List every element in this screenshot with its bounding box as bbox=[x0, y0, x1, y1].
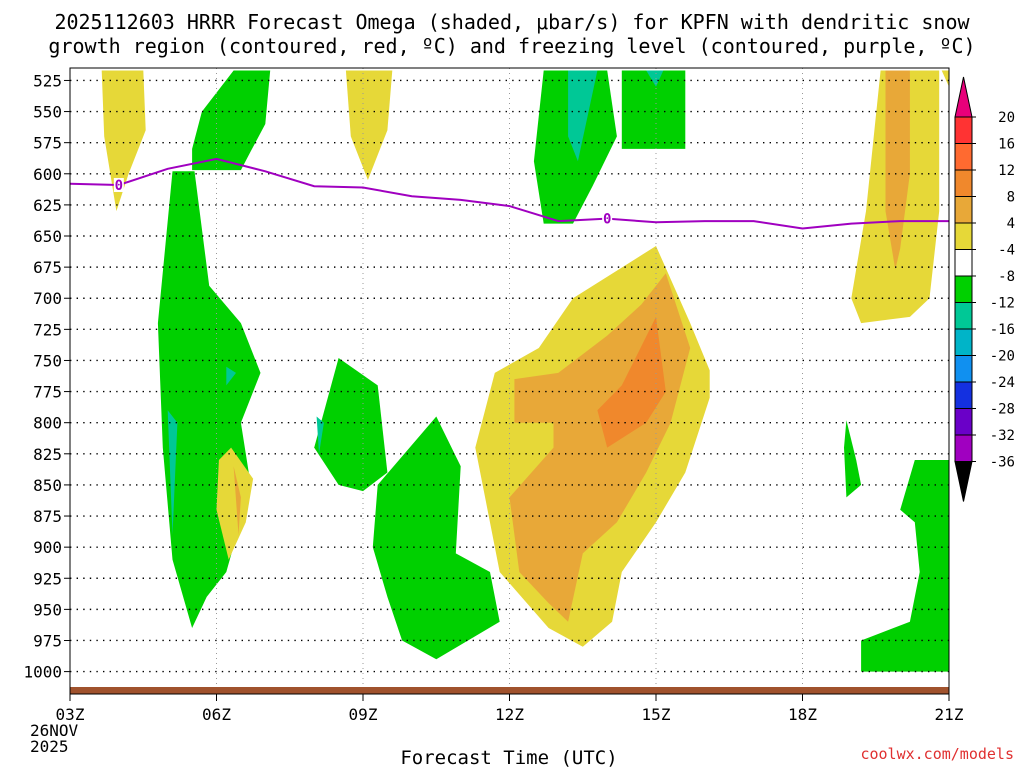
freezing-level-label-1: 0 bbox=[603, 212, 611, 228]
colorbar-label-10: -24 bbox=[990, 375, 1015, 391]
y-tick-label-950: 950 bbox=[33, 600, 62, 619]
y-tick-label-650: 650 bbox=[33, 227, 62, 246]
y-tick-label-625: 625 bbox=[33, 196, 62, 215]
y-tick-label-525: 525 bbox=[33, 71, 62, 90]
freezing-label-bg-0 bbox=[113, 177, 124, 192]
x-tick-label-12Z: 12Z bbox=[495, 705, 524, 724]
credit-text: coolwx.com/models bbox=[860, 745, 1014, 763]
y-axis: 525 550 575 600 625 650 675 700 725 750 775 800 825 8… bbox=[23, 71, 70, 682]
y-tick-label-875: 875 bbox=[33, 507, 62, 526]
y-tick-label-975: 975 bbox=[33, 631, 62, 650]
y-tick-label-725: 725 bbox=[33, 320, 62, 339]
y-tick-label-575: 575 bbox=[33, 134, 62, 153]
colorbar-bin-13 bbox=[954, 434, 973, 462]
colorbar-bin-6 bbox=[954, 249, 973, 277]
y-tick-label-550: 550 bbox=[33, 103, 62, 122]
omega-region-red-f bbox=[597, 316, 666, 448]
plot-area: 00 bbox=[69, 67, 950, 695]
x-axis: 03Z 06Z 09Z 12Z 15Z 18Z 21Z bbox=[56, 694, 964, 724]
terrain-bar bbox=[70, 687, 949, 694]
y-tick-label-825: 825 bbox=[33, 445, 62, 464]
colorbar-label-11: -28 bbox=[990, 402, 1015, 418]
colorbar-label-9: -20 bbox=[990, 349, 1015, 365]
freezing-level-contour: 00 bbox=[69, 157, 949, 230]
colorbar-bin-4 bbox=[954, 196, 973, 224]
colorbar-bin-2 bbox=[954, 143, 973, 171]
colorbar-label-7: -12 bbox=[990, 296, 1015, 312]
omega-region-green-e bbox=[314, 358, 388, 492]
colorbar-bin-1 bbox=[954, 116, 973, 144]
colorbar-label-0: 20 bbox=[998, 110, 1015, 126]
x-axis-title: Forecast Time (UTC) bbox=[400, 747, 617, 768]
colorbar-bin-bottom bbox=[954, 461, 973, 502]
colorbar: 20 16 12 8 4 -4 -8 -12 -16 -20 -24 -28 -32 -36 bbox=[954, 76, 1015, 502]
colorbar-bin-7 bbox=[954, 275, 973, 303]
x-tick-label-18Z: 18Z bbox=[788, 705, 817, 724]
y-tick-label-775: 775 bbox=[33, 383, 62, 402]
colorbar-bin-9 bbox=[954, 328, 973, 356]
chart-title-line1: 2025112603 HRRR Forecast Omega (shaded, … bbox=[54, 10, 970, 34]
y-tick-label-700: 700 bbox=[33, 289, 62, 308]
omega-region-teal-d2 bbox=[226, 366, 236, 386]
x-tick-label-06Z: 06Z bbox=[202, 705, 231, 724]
freezing-level-label-0: 0 bbox=[115, 178, 123, 194]
y-tick-label-1000: 1000 bbox=[23, 663, 62, 682]
omega-region-green-a bbox=[192, 70, 271, 171]
x-date-line1: 26NOV bbox=[30, 721, 79, 740]
omega-region-yellow-a bbox=[101, 70, 146, 212]
y-tick-label-600: 600 bbox=[33, 165, 62, 184]
omega-region-green-c bbox=[621, 70, 686, 149]
colorbar-bin-10 bbox=[954, 355, 973, 383]
y-tick-label-800: 800 bbox=[33, 414, 62, 433]
colorbar-label-1: 16 bbox=[998, 137, 1015, 153]
omega-region-teal-d1 bbox=[167, 410, 178, 535]
grid-lines bbox=[70, 68, 949, 694]
y-tick-label-900: 900 bbox=[33, 538, 62, 557]
omega-region-teal-b bbox=[568, 70, 598, 162]
y-tick-label-750: 750 bbox=[33, 351, 62, 370]
colorbar-label-13: -36 bbox=[990, 455, 1015, 471]
colorbar-label-3: 8 bbox=[1007, 190, 1015, 206]
colorbar-bin-3 bbox=[954, 169, 973, 197]
omega-region-yellow-b bbox=[345, 70, 393, 180]
colorbar-bin-5 bbox=[954, 222, 973, 250]
y-tick-label-675: 675 bbox=[33, 258, 62, 277]
omega-region-green-h bbox=[844, 420, 862, 498]
omega-region-yellow-e bbox=[216, 447, 254, 560]
omega-region-green-g bbox=[861, 460, 949, 672]
colorbar-label-2: 12 bbox=[998, 163, 1015, 179]
y-tick-label-925: 925 bbox=[33, 569, 62, 588]
chart-title-line2: growth region (contoured, red, ºC) and f… bbox=[48, 34, 975, 58]
colorbar-bin-11 bbox=[954, 381, 973, 409]
omega-region-teal-e bbox=[316, 416, 324, 454]
omega-region-green-f bbox=[372, 416, 500, 660]
x-tick-label-09Z: 09Z bbox=[349, 705, 378, 724]
x-date-line2: 2025 bbox=[30, 737, 69, 756]
omega-shading bbox=[101, 70, 949, 672]
x-tick-label-15Z: 15Z bbox=[642, 705, 671, 724]
freezing-label-bg-1 bbox=[602, 211, 613, 226]
omega-region-yellow-d bbox=[941, 70, 949, 87]
colorbar-label-4: 4 bbox=[1007, 216, 1015, 232]
colorbar-bin-12 bbox=[954, 408, 973, 436]
colorbar-label-8: -16 bbox=[990, 322, 1015, 338]
omega-region-orange-c bbox=[885, 70, 910, 270]
y-tick-label-850: 850 bbox=[33, 476, 62, 495]
colorbar-label-12: -32 bbox=[990, 428, 1015, 444]
colorbar-bin-8 bbox=[954, 302, 973, 330]
colorbar-label-6: -8 bbox=[998, 269, 1015, 285]
x-tick-label-03Z: 03Z bbox=[56, 705, 85, 724]
x-tick-label-21Z: 21Z bbox=[935, 705, 964, 724]
omega-region-teal-c bbox=[646, 70, 664, 87]
freezing-level-line bbox=[69, 157, 949, 230]
omega-region-orange-e bbox=[233, 466, 241, 535]
colorbar-label-5: -4 bbox=[998, 243, 1015, 259]
